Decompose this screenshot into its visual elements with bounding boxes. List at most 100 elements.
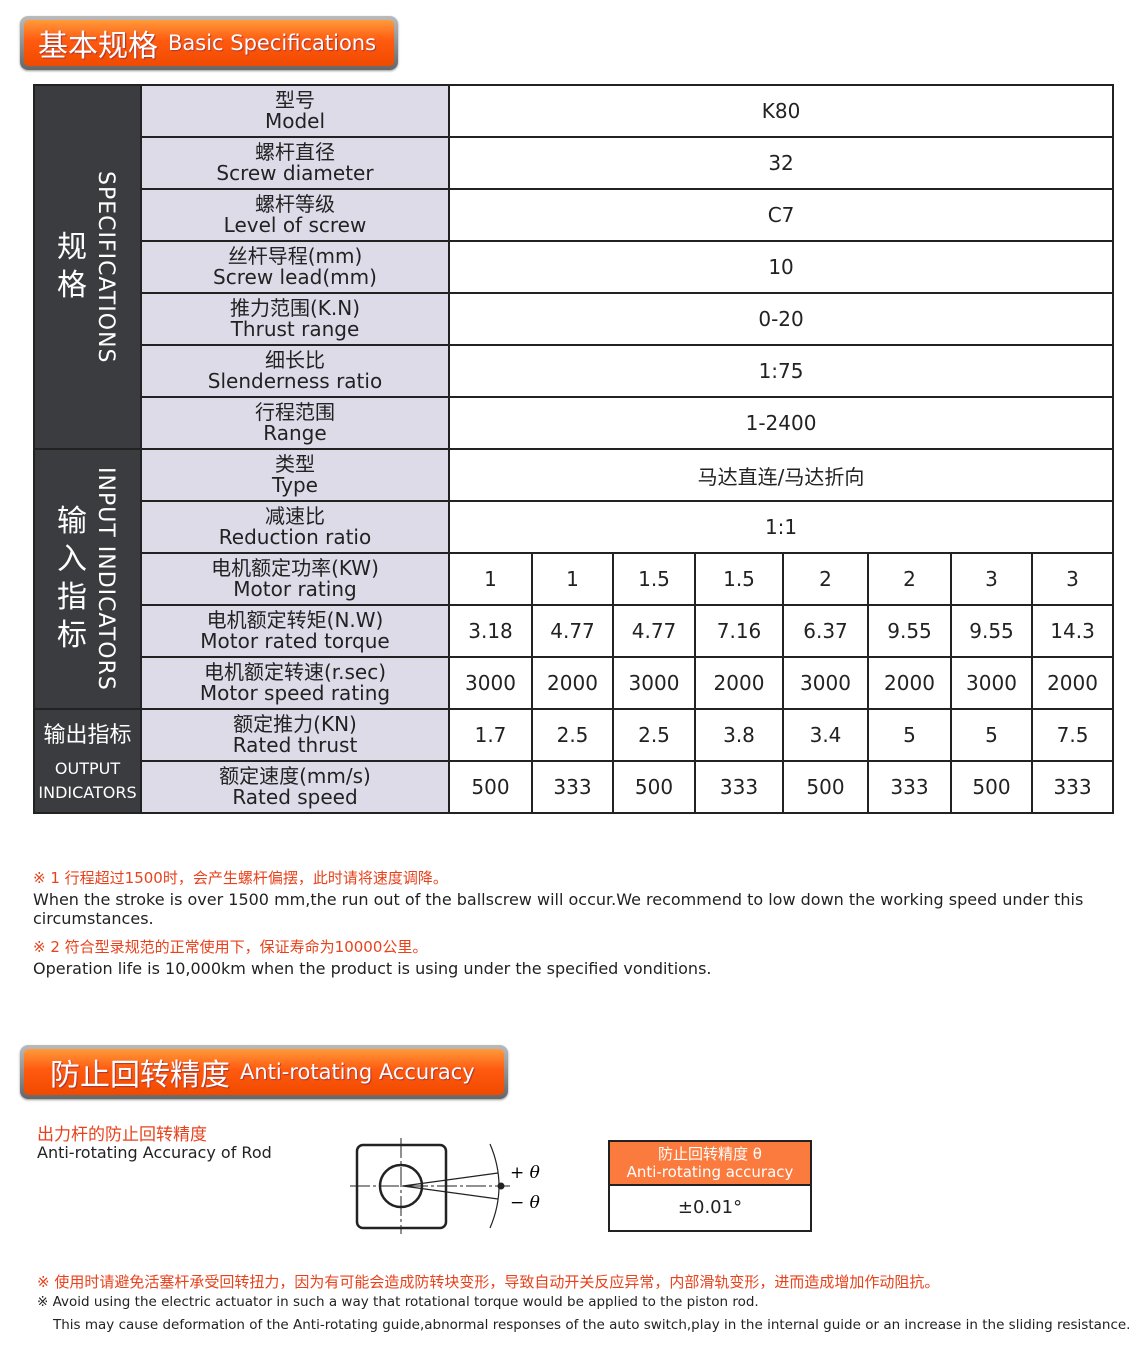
value-cell: 2000 — [1030, 656, 1115, 710]
value-cell: 3000 — [612, 656, 696, 710]
note-1-zh: ※ 1 行程超过1500时，会产生螺杆偏摆，此时请将速度调降。 — [33, 869, 448, 887]
row-label: 电机额定功率(KW) Motor rating — [140, 552, 450, 606]
warning-zh: ※ 使用时请避免活塞杆承受回转扭力，因为有可能会造成防转块变形，导致自动开关反应… — [37, 1273, 940, 1291]
value-cell: 0-20 — [447, 292, 1115, 346]
row-label-zh: 推力范围(K.N) — [229, 296, 361, 320]
value-cell: 500 — [448, 760, 533, 814]
value-cell: 1 — [531, 552, 614, 606]
anti-rotating-subtitle-zh: 出力杆的防止回转精度 — [37, 1125, 207, 1145]
section-banner-basic-specs: 基本规格 Basic Specifications — [20, 16, 398, 70]
value-cell: 2 — [782, 552, 869, 606]
table-row: 规格 SPECIFICATIONS 型号 Model K80 — [33, 84, 1115, 450]
table-row: 电机额定功率(KW) Motor rating 1 1 1.5 1.5 2 2 3 3 — [34, 552, 1115, 606]
value-cell: 1.7 — [448, 708, 533, 762]
table-row: 丝杆导程(mm) Screw lead(mm) 10 — [34, 240, 1115, 294]
minus-theta-label: − θ — [510, 1193, 540, 1213]
table-row: 行程范围 Range 1-2400 — [34, 396, 1115, 450]
row-label-zh: 细长比 — [265, 348, 325, 372]
row-label: 额定推力(KN) Rated thrust — [140, 708, 450, 762]
value-cell: 7.16 — [694, 604, 784, 658]
value-cell: 7.5 — [1030, 708, 1115, 762]
row-label-zh: 减速比 — [265, 504, 325, 528]
note-2-zh: ※ 2 符合型录规范的正常使用下，保证寿命为10000公里。 — [33, 938, 428, 956]
table-row: 细长比 Slenderness ratio 1:75 — [34, 344, 1115, 398]
value-cell: 3 — [950, 552, 1033, 606]
value-cell: 2000 — [867, 656, 952, 710]
group-zh-char: 规 — [57, 230, 87, 265]
value-cell: 3000 — [782, 656, 869, 710]
row-label: 类型 Type — [140, 448, 450, 502]
banner-title-zh: 防止回转精度 — [50, 1058, 230, 1093]
value-cell: 3.18 — [448, 604, 533, 658]
value-cell: 马达直连/马达折向 — [447, 448, 1115, 502]
row-label: 型号 Model — [140, 84, 450, 138]
row-label-zh: 型号 — [275, 88, 315, 112]
value-cell: 333 — [531, 760, 614, 814]
section-banner-anti-rotating: 防止回转精度 Anti-rotating Accuracy — [20, 1045, 508, 1099]
group-en: SPECIFICATIONS — [93, 170, 118, 364]
row-label: 推力范围(K.N) Thrust range — [140, 292, 450, 346]
value-cell: 1.5 — [694, 552, 784, 606]
table-row: 电机额定转速(r.sec) Motor speed rating 3000 2000 3… — [34, 656, 1115, 710]
row-label-zh: 螺杆直径 — [255, 140, 335, 164]
group-zh-char: 格 — [57, 268, 87, 303]
banner-title-zh: 基本规格 — [38, 29, 158, 64]
row-label-en: Motor speed rating — [199, 681, 391, 705]
row-label-en: Screw lead(mm) — [213, 265, 377, 289]
anti-rotating-subtitle-en: Anti-rotating Accuracy of Rod — [37, 1143, 272, 1162]
group-zh-char: 标 — [57, 618, 87, 653]
row-label-zh: 类型 — [275, 452, 315, 476]
group-en-1: OUTPUT — [54, 759, 121, 778]
group-en-2: INDICATORS — [38, 783, 137, 802]
value-cell: 500 — [612, 760, 696, 814]
value-cell: 3.8 — [694, 708, 784, 762]
row-label-zh: 额定推力(KN) — [233, 712, 357, 736]
banner-title-en: Basic Specifications — [168, 31, 377, 55]
row-label-en: Rated speed — [232, 785, 358, 809]
row-label-zh: 电机额定转速(r.sec) — [203, 660, 387, 684]
value-cell: 333 — [694, 760, 784, 814]
row-label-en: Thrust range — [230, 317, 360, 341]
value-cell: 14.3 — [1030, 604, 1115, 658]
value-cell: 2000 — [694, 656, 784, 710]
value-cell: 500 — [950, 760, 1033, 814]
row-label-en: Type — [272, 473, 318, 497]
accuracy-header-en: Anti-rotating accuracy — [626, 1163, 794, 1181]
row-label: 减速比 Reduction ratio — [140, 500, 450, 554]
value-cell: 1-2400 — [447, 396, 1115, 450]
group-zh-char: 入 — [57, 542, 87, 577]
row-label: 细长比 Slenderness ratio — [140, 344, 450, 398]
table-row: 螺杆等级 Level of screw C7 — [34, 188, 1115, 242]
accuracy-header: 防止回转精度 θ Anti-rotating accuracy — [610, 1142, 810, 1186]
value-cell: 2000 — [531, 656, 614, 710]
group-output-indicators: 输出指标 OUTPUT INDICATORS — [33, 708, 142, 814]
row-label-zh: 螺杆等级 — [255, 192, 335, 216]
table-row: 输出指标 OUTPUT INDICATORS 额定推力(KN) Rated thrust… — [33, 708, 1115, 814]
table-row: 推力范围(K.N) Thrust range 0-20 — [34, 292, 1115, 346]
value-cell: 1.5 — [612, 552, 696, 606]
row-label: 额定速度(mm/s) Rated speed — [140, 760, 450, 814]
value-cell: K80 — [447, 84, 1115, 138]
row-label-en: Motor rating — [233, 577, 357, 601]
row-label-zh: 电机额定功率(KW) — [211, 556, 379, 580]
group-input-indicators: 输入指标 INPUT INDICATORS — [33, 448, 142, 710]
value-cell: 3000 — [448, 656, 533, 710]
accuracy-header-zh: 防止回转精度 θ — [658, 1145, 762, 1163]
row-label-en: Model — [264, 109, 326, 133]
row-label-en: Range — [263, 421, 327, 445]
anti-rotation-diagram: + θ − θ — [350, 1138, 540, 1234]
group-zh: 输出指标 — [43, 723, 132, 748]
value-cell: 32 — [447, 136, 1115, 190]
row-label-en: Slenderness ratio — [207, 369, 383, 393]
value-cell: 1:75 — [447, 344, 1115, 398]
row-label-en: Level of screw — [223, 213, 367, 237]
table-row: 输入指标 INPUT INDICATORS 类型 Type 马达直连/马达折向 — [33, 448, 1115, 710]
row-label: 行程范围 Range — [140, 396, 450, 450]
plus-theta-label: + θ — [510, 1163, 540, 1183]
anti-rotating-accuracy-table: 防止回转精度 θ Anti-rotating accuracy ±0.01° — [608, 1140, 812, 1232]
table-row: 减速比 Reduction ratio 1:1 — [34, 500, 1115, 554]
row-label-zh: 丝杆导程(mm) — [227, 244, 363, 268]
spec-table: 规格 SPECIFICATIONS 型号 Model K80 螺杆直径 Screw diam… — [33, 84, 1115, 814]
table-row: 额定速度(mm/s) Rated speed 500 333 500 333 500 333 5… — [34, 760, 1115, 814]
value-cell: 2.5 — [531, 708, 614, 762]
